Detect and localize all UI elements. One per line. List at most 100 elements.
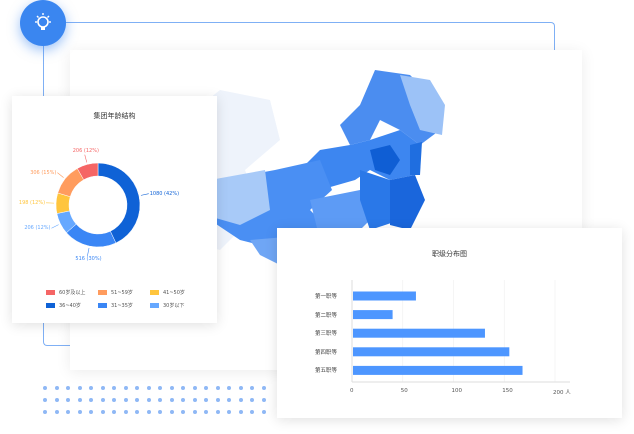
decor-dot (215, 386, 220, 390)
decor-dot (227, 398, 231, 402)
decor-dot (158, 410, 162, 414)
decor-dot (261, 398, 266, 402)
y-tick-label: 第二职等 (314, 312, 337, 319)
legend-swatch (46, 303, 55, 308)
decor-dot (204, 386, 208, 390)
decor-dot (66, 386, 70, 390)
legend-item[interactable]: 41~50岁 (150, 289, 202, 296)
x-tick-label: 200 人 (553, 390, 571, 396)
bar[interactable] (353, 365, 523, 375)
donut-slice[interactable] (76, 162, 99, 181)
decor-dot (238, 398, 243, 402)
decor-dot (135, 410, 139, 414)
decor-dot (169, 410, 174, 414)
decor-dot (227, 386, 231, 390)
decor-dot (112, 398, 116, 402)
decor-dot (135, 398, 139, 402)
decor-dot (54, 386, 59, 390)
decor-dot (227, 410, 231, 414)
legend-item[interactable]: 31~35岁 (98, 302, 150, 309)
decor-dot (100, 398, 105, 402)
donut-data-label: 198 (12%) (18, 199, 46, 206)
legend-swatch (150, 290, 159, 295)
legend-item[interactable]: 36~40岁 (46, 302, 98, 309)
decor-dot (112, 410, 116, 414)
age-structure-card: 集团年龄结构 1080 (42%) 516 (30%) 206 (12%) 198 (… (12, 96, 217, 323)
legend-item[interactable]: 30岁以下 (150, 302, 202, 309)
donut-legend: 60岁及以上 51~59岁 41~50岁 36~40岁 31~35岁 30岁以下 (46, 289, 202, 309)
bar[interactable] (353, 328, 485, 338)
decor-dot (43, 398, 47, 402)
donut-slice[interactable] (66, 223, 117, 248)
decor-dot (66, 398, 70, 402)
bar[interactable] (353, 291, 416, 301)
decor-dot (192, 398, 197, 402)
decor-dot (135, 386, 139, 390)
bar[interactable] (353, 310, 393, 320)
donut-leader-line (140, 193, 149, 196)
decor-dot (215, 410, 220, 414)
decor-dot (54, 410, 59, 414)
decor-dot (181, 398, 185, 402)
decor-dot (192, 386, 197, 390)
legend-swatch (150, 303, 159, 308)
bar-title: 职级分布图 (432, 250, 467, 258)
decor-dot (100, 386, 105, 390)
donut-data-label: 1080 (42%) (149, 190, 180, 197)
donut-leader-line (87, 248, 90, 256)
decor-dot (89, 386, 93, 390)
decor-dot (77, 410, 82, 414)
decor-dot (77, 386, 82, 390)
legend-label: 41~50岁 (163, 290, 185, 296)
donut-chart (46, 154, 149, 256)
decor-dot (158, 386, 162, 390)
decor-dot (181, 386, 185, 390)
decor-dot (43, 386, 47, 390)
donut-data-label: 206 (12%) (72, 147, 99, 154)
donut-leader-line (51, 224, 59, 229)
decor-dot (146, 398, 151, 402)
legend-label: 36~40岁 (59, 303, 81, 309)
lightbulb-icon (20, 0, 66, 46)
decor-dot (250, 410, 254, 414)
rank-distribution-card: 职级分布图 0 50 100 150 200 人 第一职等 第二职等 第三职等 第四职等 第五职等 (277, 228, 622, 418)
donut-leader-line (84, 154, 88, 163)
decor-dot (169, 386, 174, 390)
legend-label: 30岁以下 (163, 303, 185, 309)
decor-dot (89, 410, 93, 414)
decor-dot (215, 398, 220, 402)
legend-swatch (46, 290, 55, 295)
decor-dot (89, 398, 93, 402)
decor-dot (181, 410, 185, 414)
decor-dot (261, 386, 266, 390)
decor-dot (100, 410, 105, 414)
bar[interactable] (353, 347, 510, 357)
x-tick-label: 50 (400, 388, 408, 394)
y-tick-label: 第一职等 (314, 294, 337, 300)
decor-dot (238, 386, 243, 390)
decor-dot (146, 410, 151, 414)
decor-dot (192, 410, 197, 414)
legend-label: 60岁及以上 (59, 290, 86, 296)
donut-data-label: 206 (12%) (24, 225, 51, 232)
legend-swatch (98, 303, 107, 308)
donut-slice[interactable] (97, 162, 141, 244)
legend-label: 31~35岁 (111, 303, 133, 309)
decor-dot (123, 386, 128, 390)
x-tick-label: 0 (350, 388, 354, 394)
y-tick-label: 第五职等 (314, 368, 337, 375)
decor-dot (123, 398, 128, 402)
donut-data-label: 306 (15%) (30, 169, 57, 176)
legend-item[interactable]: 60岁及以上 (46, 289, 98, 296)
legend-label: 51~59岁 (111, 290, 133, 296)
decor-dot (158, 398, 162, 402)
legend-swatch (98, 290, 107, 295)
decor-dot (112, 386, 116, 390)
y-tick-label: 第四职等 (314, 349, 337, 356)
decor-dot (238, 410, 243, 414)
legend-item[interactable]: 51~59岁 (98, 289, 150, 296)
decor-frame-top (43, 22, 555, 52)
donut-title: 集团年龄结构 (93, 112, 136, 120)
decor-dot (250, 386, 254, 390)
decor-dots (43, 386, 273, 414)
